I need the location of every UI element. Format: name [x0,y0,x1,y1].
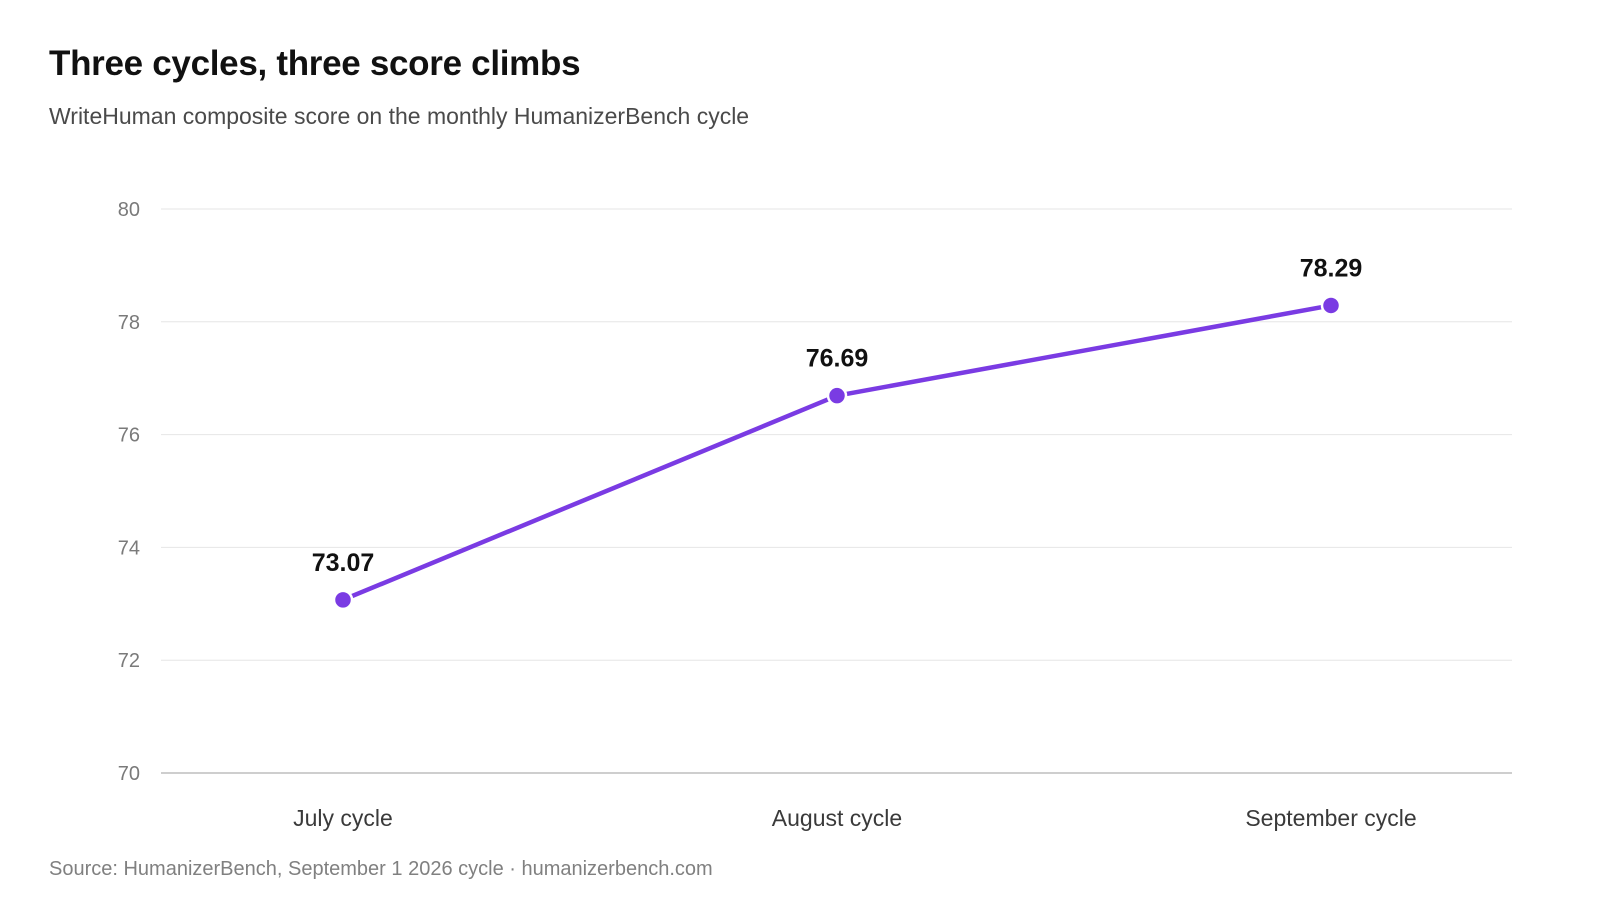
data-labels: 73.07 76.69 78.29 [312,254,1363,576]
y-tick-label: 72 [118,650,140,672]
data-label: 78.29 [1300,254,1363,282]
data-label: 73.07 [312,549,375,577]
gridlines [161,208,1512,774]
x-axis-labels: July cycle August cycle September cycle [293,805,1417,831]
x-tick-label: July cycle [293,805,393,831]
data-point[interactable] [826,385,848,406]
data-point[interactable] [332,589,354,611]
x-tick-label: September cycle [1245,805,1416,831]
source-note: Source: HumanizerBench, September 1 2026… [49,858,713,880]
chart-title: Three cycles, three score climbs [49,44,581,83]
y-axis-ticks: 70 72 74 76 78 80 [118,199,140,785]
data-label: 76.69 [806,345,869,373]
y-tick-label: 70 [118,763,140,785]
chart-subtitle: WriteHuman composite score on the monthl… [49,103,750,129]
y-tick-label: 80 [118,199,140,221]
x-tick-label: August cycle [772,805,902,831]
y-tick-label: 78 [118,312,140,334]
y-tick-label: 76 [118,425,140,447]
data-point[interactable] [1320,295,1342,316]
y-tick-label: 74 [118,537,140,559]
data-points [332,295,1342,611]
